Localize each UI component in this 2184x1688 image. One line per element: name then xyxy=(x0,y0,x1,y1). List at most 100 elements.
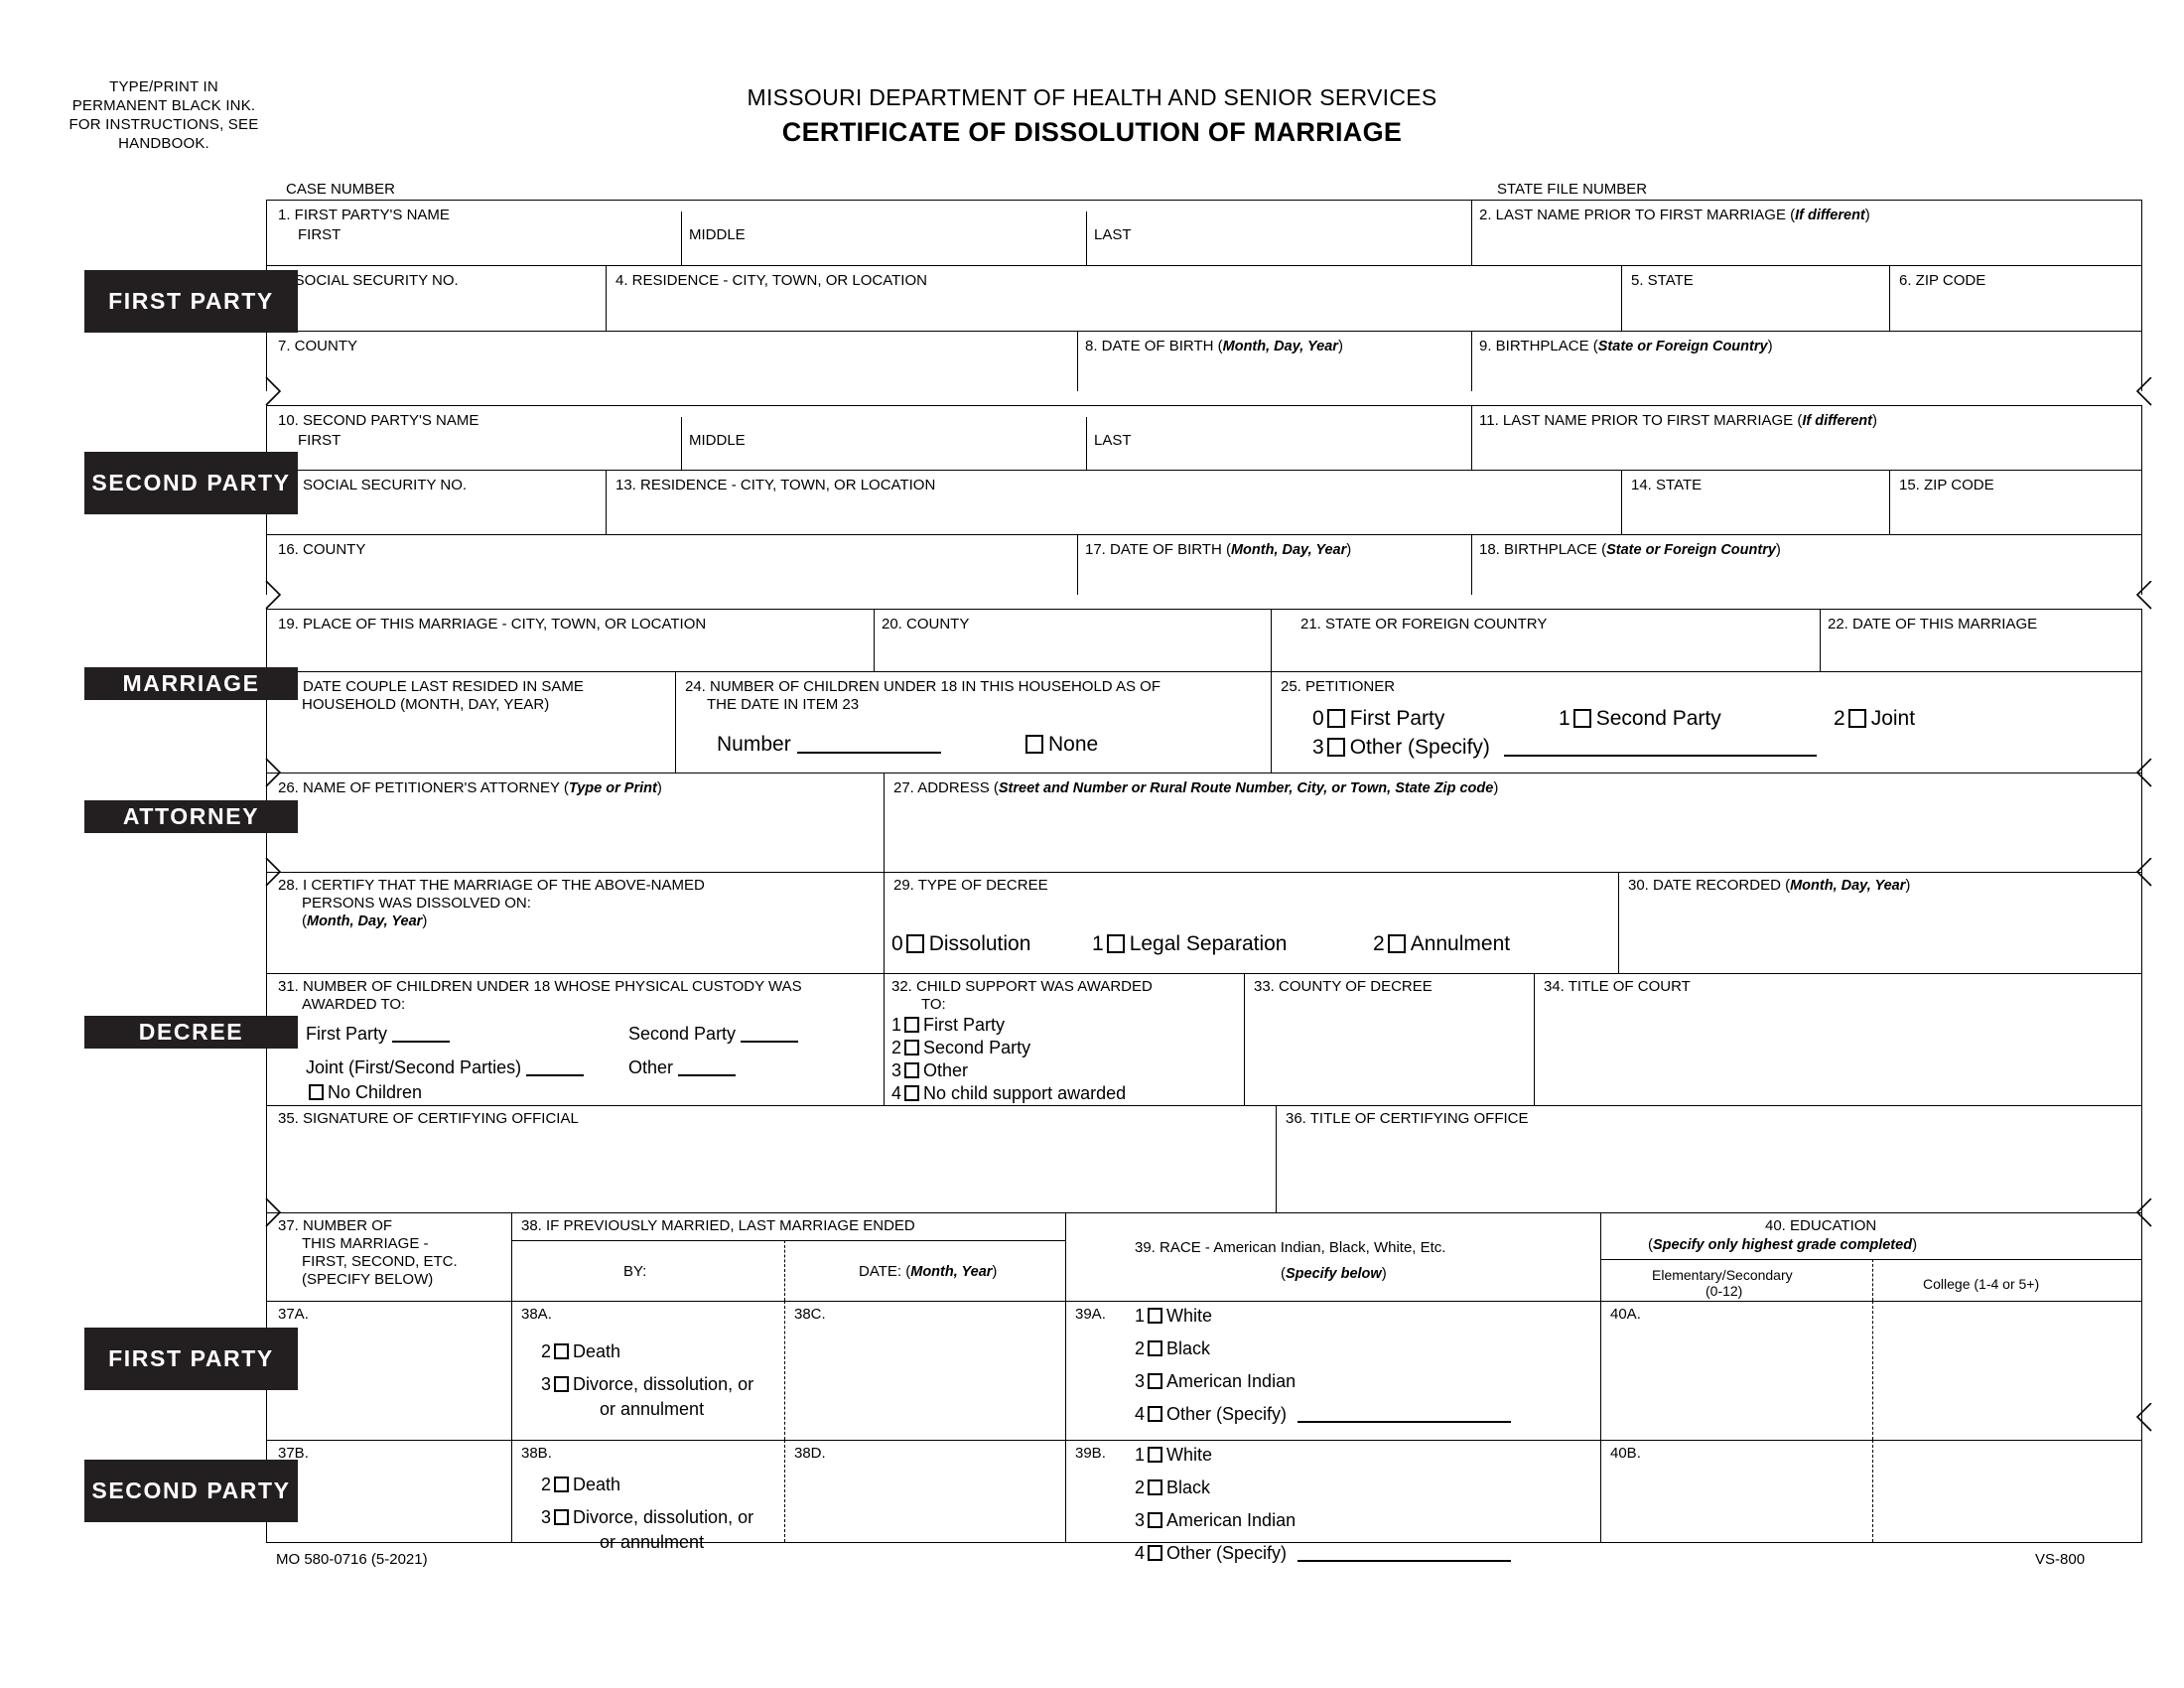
field-40-college-label: College (1-4 or 5+) xyxy=(1923,1276,2040,1292)
field-32-first-party-checkbox[interactable] xyxy=(904,1017,920,1033)
row-b-race-option-2-label: Black xyxy=(1166,1477,1211,1497)
field-32-option-1[interactable]: 1 First Party xyxy=(891,1014,1005,1036)
field-38-label: 38. IF PREVIOUSLY MARRIED, LAST MARRIAGE… xyxy=(521,1217,915,1234)
row-a-death-checkbox[interactable] xyxy=(554,1343,570,1359)
field-25-option-2-label: Joint xyxy=(1870,707,1916,730)
row-b-by-option-2[interactable]: 2 Death xyxy=(541,1474,620,1495)
row-b-black-checkbox[interactable] xyxy=(1148,1479,1163,1495)
field-26-label: 26. NAME OF PETITIONER'S ATTORNEY (Type … xyxy=(278,779,662,796)
row-a-40a-cell: 40A. xyxy=(1610,1306,1641,1323)
row-a-black-checkbox[interactable] xyxy=(1148,1340,1163,1356)
section-tab-first-party-2-label: FIRST PARTY xyxy=(108,1345,274,1371)
row-a-race-option-2[interactable]: 2 Black xyxy=(1135,1337,1210,1359)
field-25-other-input[interactable] xyxy=(1503,735,1817,757)
field-25-option-3-number: 3 xyxy=(1312,736,1324,759)
row-a-by-option-2[interactable]: 2 Death xyxy=(541,1340,620,1362)
field-25-option-0[interactable]: 0 First Party xyxy=(1312,706,1444,731)
field-24-number-input[interactable] xyxy=(796,732,941,754)
field-32-option-3[interactable]: 3 Other xyxy=(891,1059,968,1081)
row-b-race-option-4-label: Other (Specify) xyxy=(1166,1543,1288,1563)
field-32-option-2[interactable]: 2 Second Party xyxy=(891,1037,1030,1058)
field-32-other-checkbox[interactable] xyxy=(904,1062,920,1078)
row-b-by-option-2-number: 2 xyxy=(541,1475,552,1494)
row-b-by-option-3-number: 3 xyxy=(541,1507,552,1527)
row-b-by-option-3[interactable]: 3 Divorce, dissolution, or xyxy=(541,1506,753,1528)
row-a-race-other-input[interactable] xyxy=(1297,1405,1512,1423)
row-b-39b-cell: 39B. xyxy=(1075,1445,1106,1462)
row-a-by-option-3[interactable]: 3 Divorce, dissolution, or xyxy=(541,1373,753,1395)
field-13-label: 13. RESIDENCE - CITY, TOWN, OR LOCATION xyxy=(615,477,936,493)
field-29-option-1-number: 1 xyxy=(1092,932,1104,955)
field-1-last-label: LAST xyxy=(1094,226,1132,243)
field-29-option-0[interactable]: 0 Dissolution xyxy=(891,931,1030,956)
row-b-race-other-checkbox[interactable] xyxy=(1148,1545,1163,1561)
field-25-first-party-checkbox[interactable] xyxy=(1326,709,1345,728)
field-25-other-checkbox[interactable] xyxy=(1326,738,1345,757)
field-31-no-children-label: No Children xyxy=(328,1082,423,1102)
department-title: MISSOURI DEPARTMENT OF HEALTH AND SENIOR… xyxy=(747,84,1437,110)
row-a-divorce-checkbox[interactable] xyxy=(554,1376,570,1392)
field-29-legal-separation-checkbox[interactable] xyxy=(1106,934,1125,953)
field-29-option-1[interactable]: 1 Legal Separation xyxy=(1092,931,1287,956)
row-a-race-option-3[interactable]: 3 American Indian xyxy=(1135,1370,1296,1392)
field-31-other-input[interactable] xyxy=(678,1058,737,1076)
row-b-death-checkbox[interactable] xyxy=(554,1477,570,1492)
row-a-race-option-1[interactable]: 1 White xyxy=(1135,1305,1212,1327)
field-25-joint-checkbox[interactable] xyxy=(1847,709,1866,728)
field-29-option-0-number: 0 xyxy=(891,932,903,955)
field-31-first-party-input[interactable] xyxy=(392,1025,451,1043)
field-32-option-2-label: Second Party xyxy=(923,1038,1031,1057)
field-29-option-2[interactable]: 2 Annulment xyxy=(1373,931,1510,956)
row-b-race-option-4[interactable]: 4 Other (Specify) xyxy=(1135,1542,1512,1564)
field-39-label: 39. RACE - American Indian, Black, White… xyxy=(1135,1239,1446,1256)
field-32-second-party-checkbox[interactable] xyxy=(904,1040,920,1055)
field-24-none-group[interactable]: None xyxy=(1023,732,1098,757)
row-b-race-other-input[interactable] xyxy=(1297,1544,1512,1562)
field-31-first-party-label: First Party xyxy=(306,1024,388,1044)
state-file-number-label: STATE FILE NUMBER xyxy=(1497,181,1648,198)
row-b-american-indian-checkbox[interactable] xyxy=(1148,1512,1163,1528)
field-25-option-1[interactable]: 1 Second Party xyxy=(1559,706,1721,731)
field-11-label: 11. LAST NAME PRIOR TO FIRST MARRIAGE (I… xyxy=(1479,412,1877,429)
field-29-annulment-checkbox[interactable] xyxy=(1387,934,1406,953)
field-31-no-children-checkbox[interactable] xyxy=(309,1084,324,1100)
field-14-label: 14. STATE xyxy=(1631,477,1703,493)
row-b-race-option-3[interactable]: 3 American Indian xyxy=(1135,1509,1296,1531)
field-38-by-label: BY: xyxy=(623,1263,647,1280)
field-32-label-line2: TO: xyxy=(921,996,946,1013)
row-b-race-option-3-number: 3 xyxy=(1135,1510,1146,1530)
field-23-label-line2: HOUSEHOLD (MONTH, DAY, YEAR) xyxy=(302,696,550,713)
field-35-label: 35. SIGNATURE OF CERTIFYING OFFICIAL xyxy=(278,1110,579,1127)
row-a-by-option-2-number: 2 xyxy=(541,1341,552,1361)
field-29-option-1-label: Legal Separation xyxy=(1129,932,1288,955)
field-10-last-label: LAST xyxy=(1094,432,1132,449)
section-tab-first-party-label: FIRST PARTY xyxy=(108,288,274,314)
section-tab-second-party-2: SECOND PARTY xyxy=(84,1460,298,1522)
field-29-option-2-label: Annulment xyxy=(1410,932,1511,955)
row-a-american-indian-checkbox[interactable] xyxy=(1148,1373,1163,1389)
row-a-race-other-checkbox[interactable] xyxy=(1148,1406,1163,1422)
field-32-option-4[interactable]: 4 No child support awarded xyxy=(891,1082,1126,1104)
row-b-white-checkbox[interactable] xyxy=(1148,1447,1163,1463)
section-tab-decree-label: DECREE xyxy=(138,1019,244,1045)
field-25-option-2[interactable]: 2 Joint xyxy=(1834,706,1915,731)
field-31-no-children-group[interactable]: No Children xyxy=(306,1081,422,1103)
field-17-label: 17. DATE OF BIRTH (Month, Day, Year) xyxy=(1085,541,1352,558)
row-a-white-checkbox[interactable] xyxy=(1148,1308,1163,1324)
row-b-race-option-1[interactable]: 1 White xyxy=(1135,1444,1212,1466)
field-19-label: 19. PLACE OF THIS MARRIAGE - CITY, TOWN,… xyxy=(278,616,707,633)
field-32-no-support-checkbox[interactable] xyxy=(904,1085,920,1101)
row-a-race-option-4[interactable]: 4 Other (Specify) xyxy=(1135,1403,1512,1425)
field-10-first-label: FIRST xyxy=(298,432,341,449)
field-24-none-checkbox[interactable] xyxy=(1025,735,1043,754)
notch-right-1 xyxy=(2135,377,2152,406)
instruction-note: TYPE/PRINT IN PERMANENT BLACK INK. FOR I… xyxy=(68,78,259,152)
field-31-second-party-input[interactable] xyxy=(741,1025,799,1043)
field-25-option-3[interactable]: 3 Other (Specify) xyxy=(1312,735,1817,760)
row-b-divorce-checkbox[interactable] xyxy=(554,1509,570,1525)
field-25-second-party-checkbox[interactable] xyxy=(1572,709,1591,728)
row-b-race-option-1-label: White xyxy=(1166,1445,1213,1465)
row-b-race-option-2[interactable]: 2 Black xyxy=(1135,1477,1210,1498)
field-29-dissolution-checkbox[interactable] xyxy=(905,934,924,953)
field-31-joint-input[interactable] xyxy=(526,1058,585,1076)
